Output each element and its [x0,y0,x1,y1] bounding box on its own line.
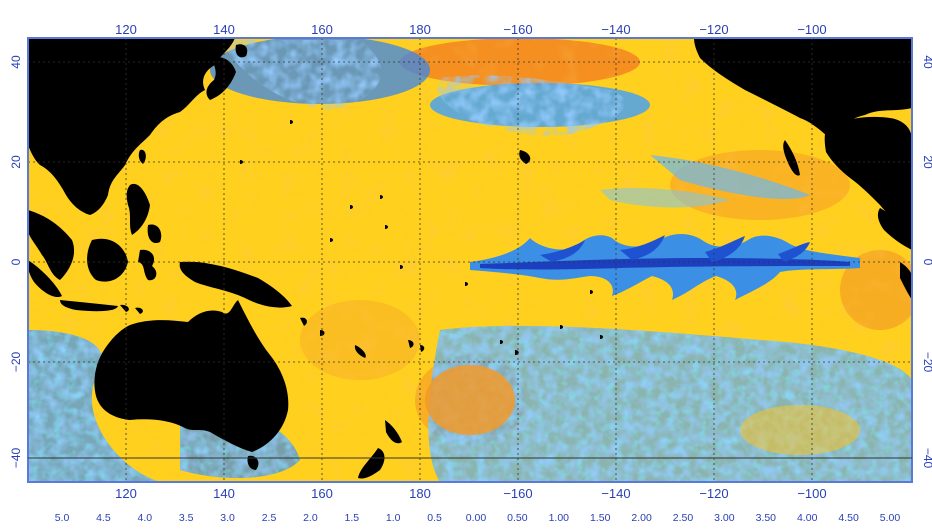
colorbar-label: 0.5 [427,512,442,524]
colorbar-label: 1.0 [386,512,401,524]
left-lat-label: 0 [9,258,23,265]
colorbar-label: 1.00 [549,512,570,524]
colorbar-label: 5.00 [880,512,901,524]
colorbar-label: 2.50 [673,512,694,524]
top-lon-label: −160 [503,22,532,37]
bottom-longitude-labels: 120 140 160 180 −160 −140 −120 −100 [115,486,827,501]
map-frame [27,37,913,483]
colorbar-label: 2.00 [631,512,652,524]
land-tasmania [247,455,259,470]
bottom-lon-label: 180 [409,486,431,501]
top-lon-label: 140 [213,22,235,37]
right-lat-label: 40 [921,55,932,69]
land-java [60,300,118,312]
colorbar-label: 5.0 [55,512,70,524]
right-lat-label: −20 [921,352,932,373]
equatorial-cold-tongue [470,188,860,300]
bottom-lon-label: −140 [601,486,630,501]
land-baja [783,140,800,176]
colorbar-label: 3.0 [220,512,235,524]
bottom-lon-label: −120 [699,486,728,501]
land-central-america [877,208,912,250]
colorbar-label: 3.00 [714,512,735,524]
top-lon-label: 160 [311,22,333,37]
bottom-lon-label: 140 [213,486,235,501]
land-south-america [900,262,912,300]
land-philippines [126,183,162,244]
bottom-lon-label: −100 [797,486,826,501]
land-sulawesi [138,249,157,281]
land-australia [94,300,289,452]
colorbar-label: 4.00 [797,512,818,524]
land-masses [28,38,912,479]
land-indochina [28,210,75,280]
land-north-america [694,38,912,140]
land-fiji [408,340,425,352]
land-sumatra [28,260,62,298]
left-lat-label: 40 [9,55,23,69]
left-latitude-labels: 40 20 0 −20 −40 [9,55,23,468]
land-borneo [87,238,128,282]
map-field [28,38,912,482]
colorbar-label: 4.0 [137,512,152,524]
land-japan [206,44,248,100]
top-longitude-labels: 120 140 160 180 −160 −140 −120 −100 [115,22,827,37]
bottom-lon-label: 120 [115,486,137,501]
colorbar-label: 0.50 [507,512,528,524]
land-new-guinea [179,261,292,308]
left-lat-label: 20 [9,155,23,169]
right-lat-label: 0 [921,259,932,266]
colorbar-label: 4.50 [838,512,859,524]
colorbar-label: 0.00 [466,512,487,524]
top-lon-label: −140 [601,22,630,37]
colorbar-label: 2.5 [262,512,277,524]
top-lon-label: −100 [797,22,826,37]
left-lat-label: −20 [9,351,23,372]
land-asia [28,38,235,215]
colorbar-label: 2.0 [303,512,318,524]
colorbar-label: 3.5 [179,512,194,524]
colorbar-labels: 5.0 4.5 4.0 3.5 3.0 2.5 2.0 1.5 1.0 0.5 0.00 0.50 1.… [55,512,901,524]
left-lat-label: −40 [9,447,23,468]
top-lon-label: 180 [409,22,431,37]
top-lon-label: 120 [115,22,137,37]
colorbar-label: 4.5 [96,512,111,524]
land-new-zealand [358,420,402,479]
bottom-lon-label: −160 [503,486,532,501]
bottom-lon-label: 160 [311,486,333,501]
land-korea [170,58,192,78]
right-latitude-labels: 40 20 0 −20 −40 [921,55,932,468]
colorbar-label: 3.50 [756,512,777,524]
colorbar-label: 1.50 [590,512,611,524]
land-mexico [824,116,912,230]
right-lat-label: −40 [921,448,932,469]
land-taiwan [138,149,146,164]
right-lat-label: 20 [921,155,932,169]
top-lon-label: −120 [699,22,728,37]
land-new-caledonia [354,345,366,358]
colorbar-label: 1.5 [344,512,359,524]
